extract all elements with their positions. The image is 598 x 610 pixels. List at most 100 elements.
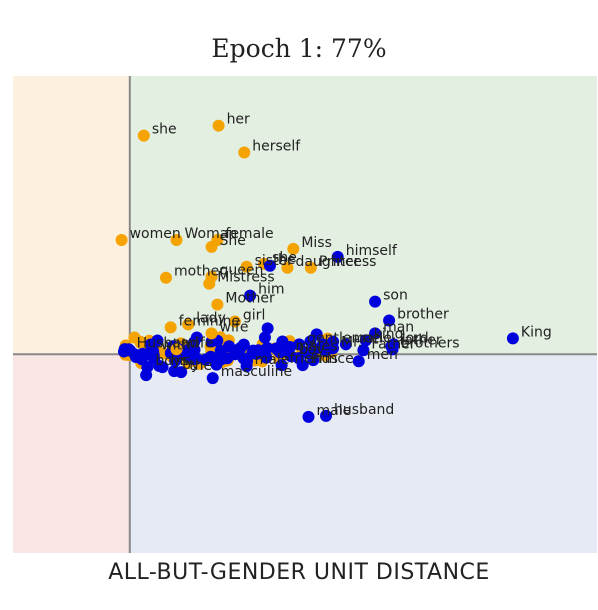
male-point xyxy=(223,340,236,353)
point-label: Prince xyxy=(311,351,354,367)
female-point xyxy=(212,119,225,132)
female-point xyxy=(115,233,128,246)
male-point xyxy=(275,359,288,372)
male-point xyxy=(339,338,352,351)
female-point xyxy=(205,240,218,253)
female-point xyxy=(160,271,173,284)
female-point xyxy=(170,233,183,246)
male-point xyxy=(122,343,135,356)
point-label: Mistress xyxy=(217,270,274,286)
female-point xyxy=(203,277,216,290)
point-label: husband xyxy=(334,402,394,418)
point-label: his xyxy=(171,353,191,369)
point-label: man xyxy=(383,319,414,335)
male-point xyxy=(369,295,382,308)
point-label: with xyxy=(161,337,191,353)
male-point xyxy=(327,342,340,355)
point-label: Mr. xyxy=(341,334,362,350)
point-label: queen xyxy=(220,263,264,279)
point-label: She xyxy=(220,233,246,249)
male-cluster-point xyxy=(317,343,330,356)
male-point xyxy=(188,336,201,349)
point-label: lord xyxy=(402,330,429,346)
point-label: friends xyxy=(290,351,338,367)
point-label: she xyxy=(152,122,177,138)
point-label: Husband xyxy=(137,335,199,351)
female-point xyxy=(211,298,224,311)
male-point xyxy=(359,334,372,347)
point-label: brother xyxy=(397,306,449,322)
point-label: female xyxy=(225,226,273,242)
point-label: girl xyxy=(243,307,265,323)
female-point xyxy=(205,327,218,340)
male-point xyxy=(331,250,344,263)
male-point xyxy=(140,369,153,382)
female-point xyxy=(287,242,300,255)
point-label: son xyxy=(383,288,408,304)
male-point xyxy=(386,343,399,356)
point-label: mother xyxy=(174,264,225,280)
male-cluster-point xyxy=(304,348,317,361)
point-label: Princess xyxy=(319,254,377,270)
male-point xyxy=(147,345,160,358)
point-label: lady xyxy=(196,310,226,326)
male-cluster-point xyxy=(169,353,182,366)
quadrant-bottom-left xyxy=(13,354,130,553)
point-label: uncle xyxy=(354,330,392,346)
male-point xyxy=(357,344,370,357)
male-cluster-point xyxy=(276,335,289,348)
quadrant-bottom-right xyxy=(129,354,598,553)
point-label: the xyxy=(189,358,212,374)
female-point xyxy=(137,129,150,142)
point-label: king xyxy=(374,326,404,342)
point-label: by xyxy=(182,357,199,373)
point-label: him xyxy=(258,282,284,298)
point-label: male xyxy=(255,352,290,368)
male-point xyxy=(352,355,365,368)
point-label: sister xyxy=(255,253,294,269)
male-point xyxy=(240,360,253,373)
point-label: boy xyxy=(299,342,325,358)
quadrant-top-left xyxy=(13,76,130,355)
male-point xyxy=(320,409,333,422)
point-label: father xyxy=(399,332,441,348)
female-point xyxy=(240,260,253,273)
male-point xyxy=(206,372,219,385)
male-point xyxy=(369,327,382,340)
point-label: himself xyxy=(346,243,398,259)
point-label: Mother xyxy=(225,291,275,307)
male-cluster-point xyxy=(204,350,217,363)
male-point xyxy=(175,366,188,379)
point-label: masculine xyxy=(221,364,292,380)
male-point xyxy=(506,332,519,345)
female-point xyxy=(170,343,183,356)
female-point xyxy=(228,315,241,328)
point-label: her xyxy=(227,112,250,128)
point-label: gentleman xyxy=(307,330,382,346)
point-label: daughter xyxy=(295,254,359,270)
point-label: she xyxy=(272,250,297,266)
male-point xyxy=(302,410,315,423)
x-axis-label: ALL-BUT-GENDER UNIT DISTANCE xyxy=(108,560,490,585)
female-point xyxy=(238,146,251,159)
male-point xyxy=(296,359,309,372)
point-label: women xyxy=(130,226,181,242)
point-label: King xyxy=(521,324,552,340)
point-label: male xyxy=(317,403,352,419)
female-point xyxy=(304,261,317,274)
point-label: wife xyxy=(185,335,214,351)
point-label: Woman xyxy=(185,226,238,242)
male-point xyxy=(263,259,276,272)
point-label: wife xyxy=(220,319,249,335)
point-label: males xyxy=(295,338,337,354)
point-label: Father xyxy=(371,336,415,352)
point-label: boys xyxy=(155,353,188,369)
male-point xyxy=(281,346,294,359)
male-point xyxy=(383,314,396,327)
point-label: Miss xyxy=(301,235,332,251)
female-point xyxy=(281,261,294,274)
male-point xyxy=(261,322,274,335)
male-point xyxy=(310,328,323,341)
male-point xyxy=(156,361,169,374)
